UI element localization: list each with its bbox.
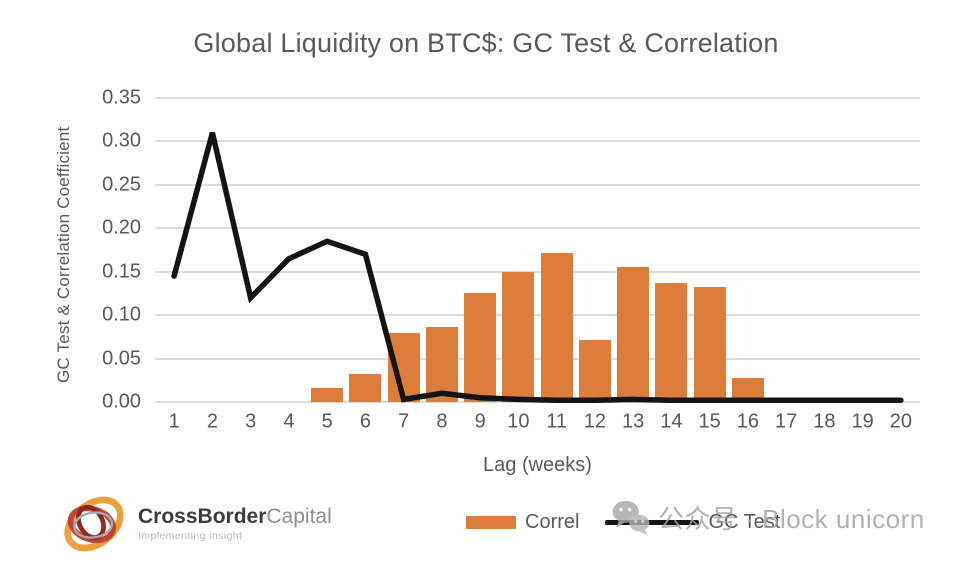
x-tick-label-2: 2	[206, 410, 218, 433]
y-tick-label-0.35: 0.35	[102, 86, 141, 109]
logo-tagline: Implementing insight	[138, 530, 243, 542]
gridline-0.25	[155, 183, 920, 186]
x-tick-label-12: 12	[583, 410, 606, 433]
x-tick-label-14: 14	[660, 410, 683, 433]
legend-correl-swatch	[466, 516, 516, 529]
chart-title: Global Liquidity on BTC$: GC Test & Corr…	[193, 28, 779, 58]
crossborder-capital-logo: CrossBorderCapital Implementing insight	[56, 486, 332, 562]
gridline-0.05	[155, 357, 920, 360]
y-tick-label-0.15: 0.15	[102, 260, 141, 283]
gc-test-line	[171, 131, 904, 404]
x-tick-label-16: 16	[736, 410, 759, 433]
logo-rings-icon	[64, 496, 124, 552]
gridline-0.15	[155, 270, 920, 273]
x-tick-label-6: 6	[359, 410, 371, 433]
x-tick-label-3: 3	[245, 410, 257, 433]
legend-gctest-label: GC Test	[708, 511, 781, 533]
legend-correl-label: Correl	[525, 511, 580, 533]
y-axis-title: GC Test & Correlation Coefficient	[54, 126, 73, 384]
y-tick-label-0.20: 0.20	[102, 216, 141, 239]
chart-legend: Correl GC Test	[466, 511, 780, 534]
legend-gctest-swatch	[605, 520, 700, 525]
y-tick-label-0.25: 0.25	[102, 173, 141, 196]
gridline-0.30	[155, 140, 920, 143]
logo-name: CrossBorderCapital	[138, 506, 332, 528]
x-tick-label-4: 4	[283, 410, 295, 433]
correl-bar-lag-11	[540, 253, 573, 402]
correl-bar-lag-5	[311, 388, 344, 402]
x-tick-label-20: 20	[889, 410, 912, 433]
gridline-0.10	[155, 314, 920, 317]
x-tick-label-11: 11	[546, 410, 568, 433]
legend-item-correl: Correl	[466, 511, 579, 534]
y-tick-label-0.10: 0.10	[102, 303, 141, 326]
correl-bar-lag-15	[693, 287, 726, 402]
correl-bar-lag-6	[349, 374, 382, 402]
x-tick-label-13: 13	[622, 410, 645, 433]
correl-bar-lag-8	[425, 327, 458, 402]
correl-bar-lag-12	[578, 340, 611, 402]
x-axis-title: Lag (weeks)	[483, 454, 592, 476]
x-tick-label-19: 19	[851, 410, 874, 433]
plot-area: 0.00 0.05 0.10 0.15 0.20 0.25 0.30 0.35 1 2 3 4 5 6 7 8…	[102, 87, 920, 433]
logo-name-bold: CrossBorder	[138, 505, 267, 528]
x-tick-label-1: 1	[168, 410, 180, 433]
logo-name-light: Capital	[266, 505, 332, 528]
legend-item-gc-test: GC Test	[605, 511, 780, 534]
x-tick-label-7: 7	[398, 410, 410, 433]
x-tick-label-10: 10	[507, 410, 530, 433]
logo-text: CrossBorderCapital Implementing insight	[138, 506, 332, 543]
y-tick-label-0.30: 0.30	[102, 129, 141, 152]
y-tick-label-0.00: 0.00	[102, 390, 141, 413]
x-tick-label-15: 15	[698, 410, 721, 433]
correl-bar-lag-9	[464, 292, 497, 402]
correl-bar-lag-10	[502, 271, 535, 402]
x-tick-label-5: 5	[321, 410, 333, 433]
gridline-0.35	[155, 97, 920, 99]
gridline-0.20	[155, 227, 920, 230]
correl-bar-lag-13	[617, 267, 650, 402]
x-tick-label-18: 18	[813, 410, 836, 433]
x-tick-label-8: 8	[436, 410, 448, 433]
x-tick-label-17: 17	[775, 410, 798, 433]
x-tick-label-9: 9	[474, 410, 486, 433]
correl-bar-lag-14	[655, 283, 688, 402]
y-tick-label-0.05: 0.05	[102, 347, 141, 370]
